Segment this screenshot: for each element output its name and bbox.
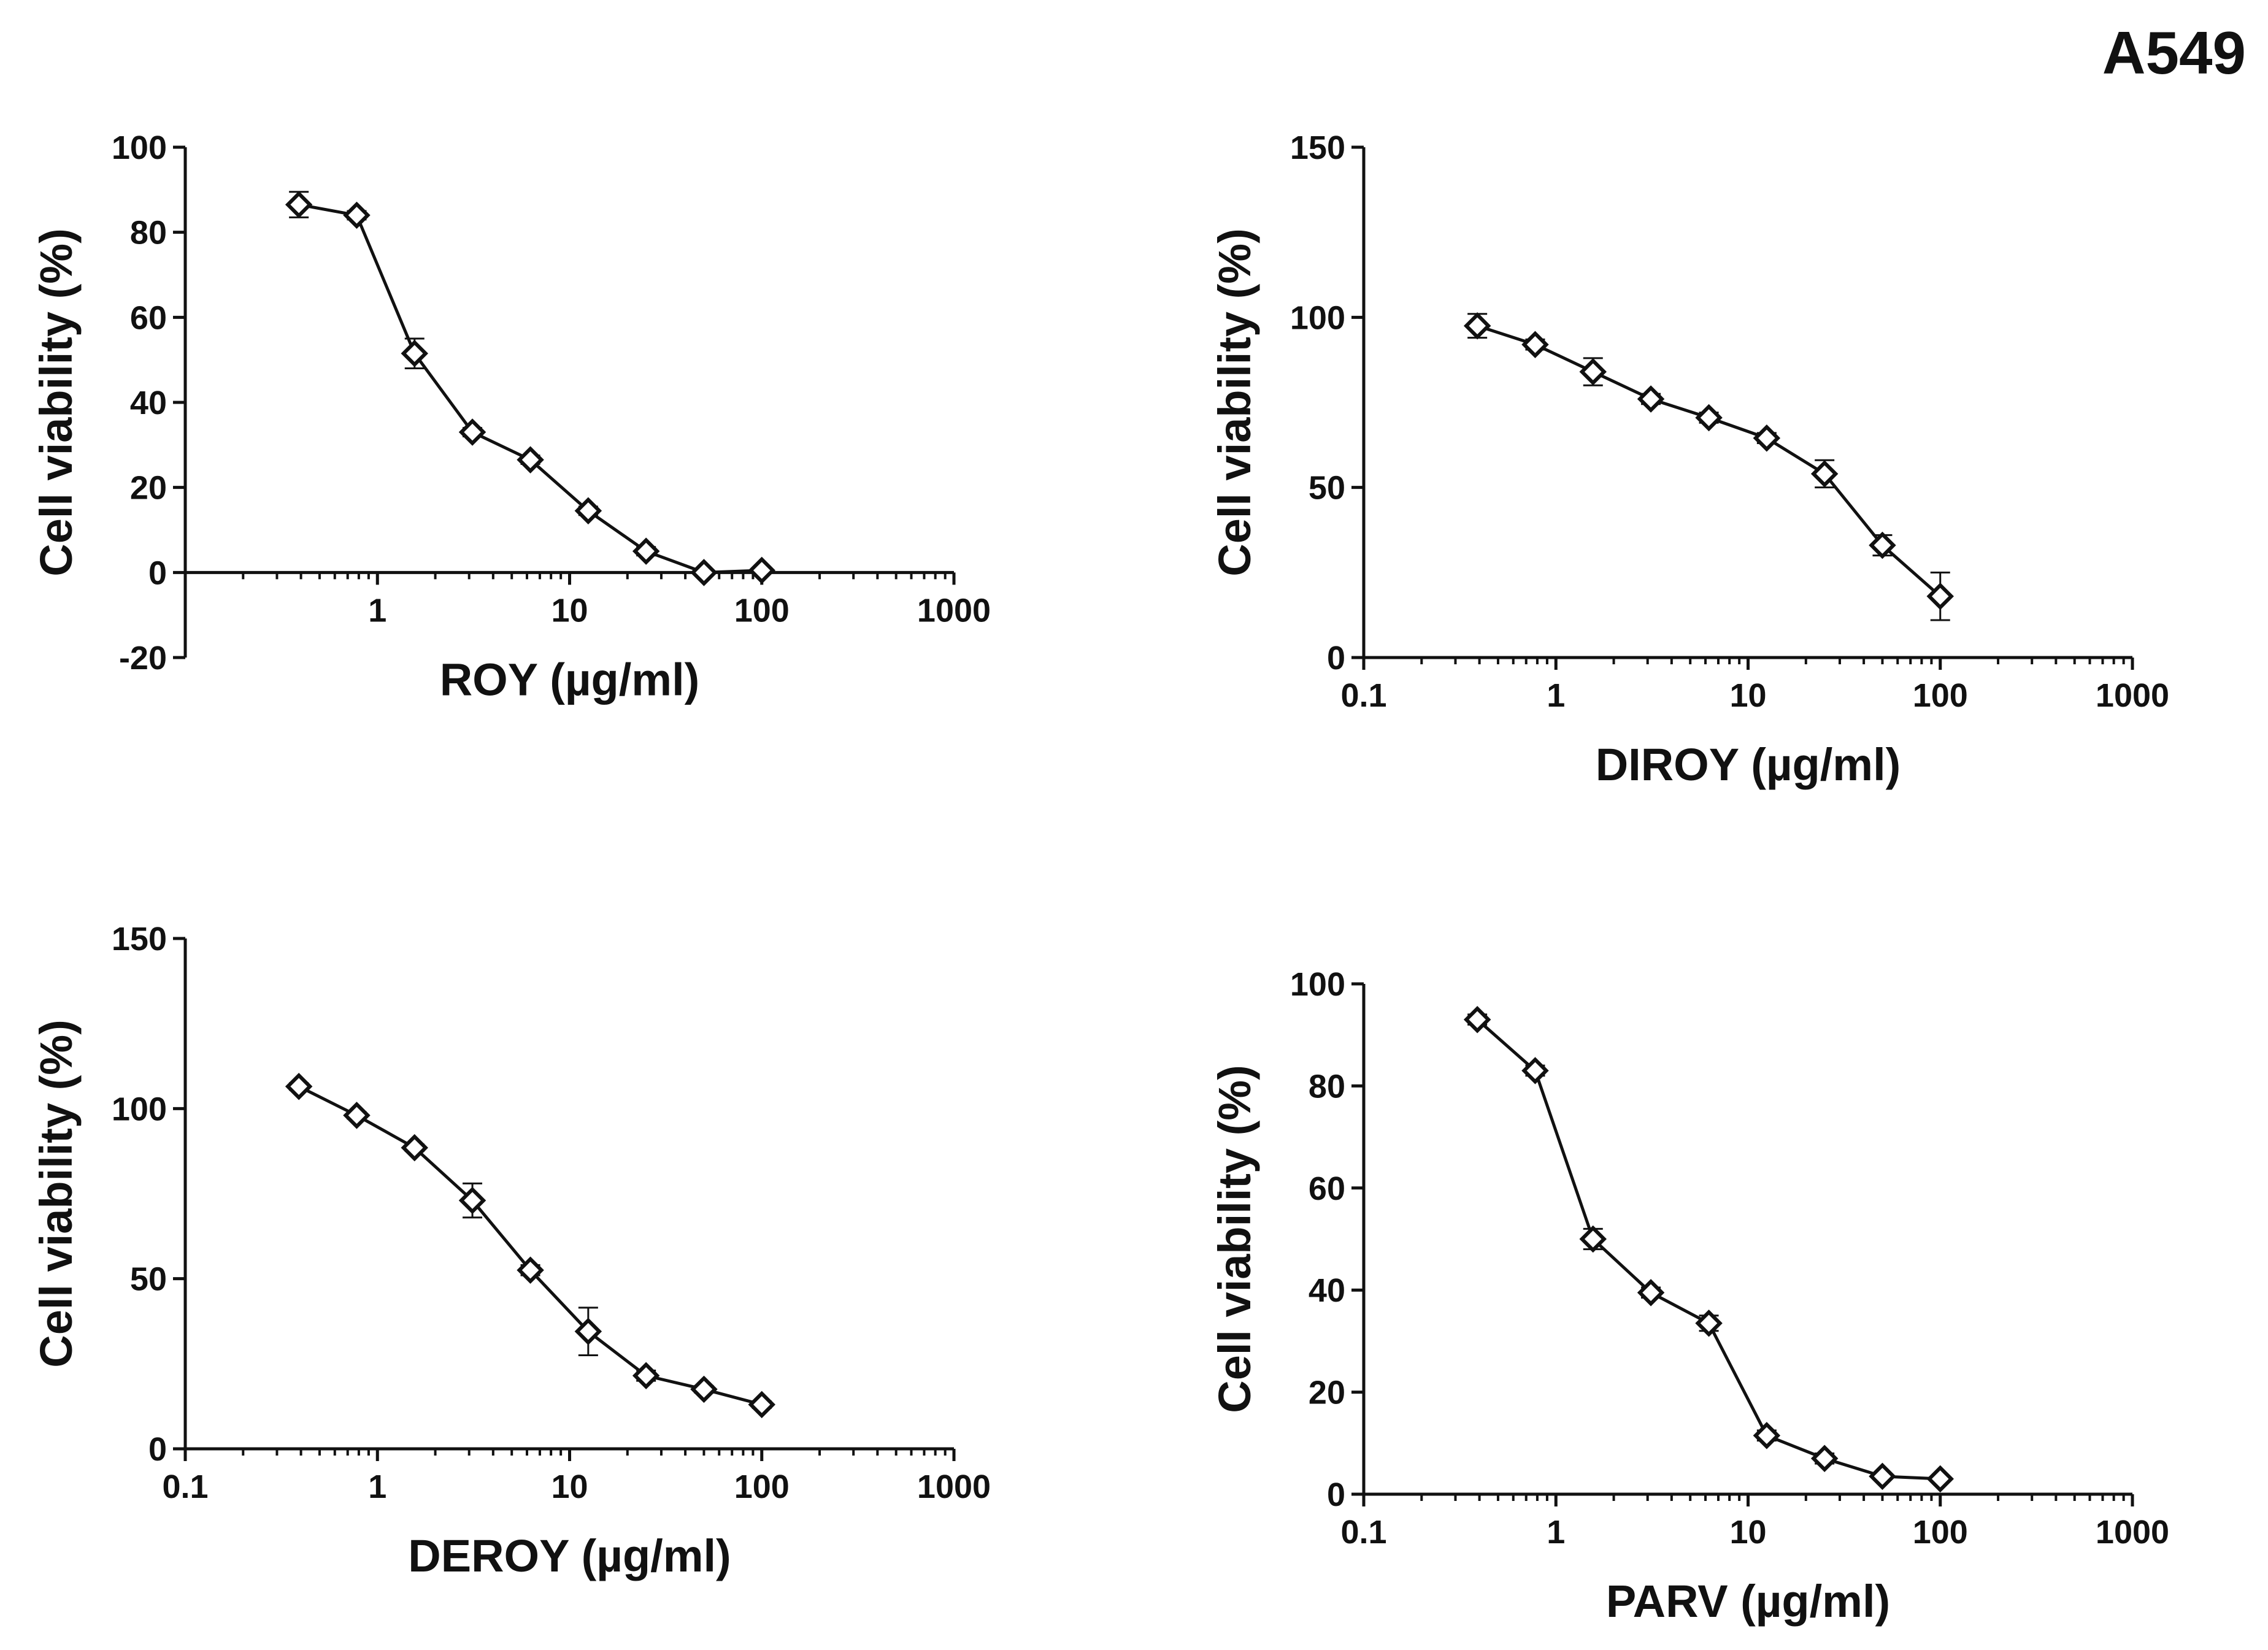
deroy-x-tick-label: 10 <box>551 1468 588 1505</box>
diroy-x-tick-label: 10 <box>1729 677 1766 714</box>
roy-data-point <box>458 418 486 446</box>
parv-y-tick-label: 20 <box>1309 1375 1345 1411</box>
diroy-x-tick-label: 100 <box>1913 677 1968 714</box>
parv-y-tick-label: 0 <box>1327 1476 1345 1513</box>
parv-x-tick-label: 100 <box>1913 1514 1968 1551</box>
parv-data-point <box>1579 1225 1607 1253</box>
deroy-x-tick-label: 1000 <box>917 1468 991 1505</box>
parv-data-point <box>1521 1057 1549 1084</box>
parv-y-tick-label: 100 <box>1290 966 1345 1003</box>
roy-y-tick-label: 80 <box>130 215 167 251</box>
parv-data-point <box>1926 1465 1954 1493</box>
roy-y-tick-label: 40 <box>130 385 167 421</box>
deroy-data-point <box>517 1256 544 1284</box>
parv-data-point <box>1753 1422 1781 1449</box>
deroy-data-point <box>401 1134 428 1162</box>
roy-y-tick-label: 20 <box>130 470 167 507</box>
deroy-y-tick-label: 50 <box>130 1261 167 1298</box>
diroy-x-tick-label: 1 <box>1547 677 1565 714</box>
diroy-x-tick-label: 0.1 <box>1340 677 1386 714</box>
roy-series-line <box>298 203 762 574</box>
deroy-data-point <box>632 1362 660 1389</box>
roy-y-tick-label: 0 <box>148 554 167 591</box>
parv-data-point <box>1463 1005 1491 1034</box>
diroy-y-tick-label: 100 <box>1290 299 1345 336</box>
roy-data-point <box>690 559 718 586</box>
diroy-data-point <box>1869 531 1896 559</box>
deroy-x-tick-label: 100 <box>734 1468 790 1505</box>
parv-y-tick-label: 80 <box>1309 1068 1345 1105</box>
parv-x-tick-label: 0.1 <box>1340 1514 1386 1551</box>
parv-data-point <box>1695 1310 1723 1337</box>
roy-data-point <box>574 497 602 525</box>
deroy-y-tick-label: 150 <box>112 921 167 957</box>
diroy-data-point <box>1637 385 1665 413</box>
roy-chart: -20 0 20 40 60 80 100 1 10 100 1000 ROY (µg/ml) Cell… <box>31 129 991 705</box>
parv-y-tick-label: 60 <box>1309 1170 1345 1207</box>
diroy-series-line <box>1477 324 1942 598</box>
parv-x-axis-title: PARV (µg/ml) <box>1606 1576 1890 1627</box>
roy-data-point <box>632 537 660 565</box>
diroy-y-tick-label: 150 <box>1290 129 1345 166</box>
parv-series-line <box>1476 1018 1940 1481</box>
roy-data-point <box>401 340 428 367</box>
roy-x-tick-label: 100 <box>734 592 790 629</box>
roy-y-tick-label: 100 <box>112 129 167 166</box>
parv-x-tick-label: 10 <box>1729 1514 1766 1551</box>
deroy-data-point <box>458 1186 486 1214</box>
deroy-y-axis-title: Cell viability (%) <box>31 1019 82 1367</box>
deroy-data-point <box>690 1375 718 1403</box>
diroy-y-axis-title: Cell viability (%) <box>1209 228 1260 576</box>
roy-y-tick-label: 60 <box>130 299 167 336</box>
parv-y-tick-label: 40 <box>1309 1272 1345 1309</box>
roy-y-tick-label: -20 <box>119 640 167 677</box>
diroy-data-point <box>1810 460 1839 488</box>
diroy-data-point <box>1521 331 1549 358</box>
roy-x-tick-label: 10 <box>551 592 588 629</box>
diroy-data-point <box>1463 312 1491 340</box>
diroy-y-tick-label: 50 <box>1309 470 1345 507</box>
deroy-y-tick-label: 0 <box>148 1431 167 1468</box>
roy-data-point <box>343 201 371 229</box>
deroy-x-axis-title: DEROY (µg/ml) <box>408 1530 731 1581</box>
diroy-x-axis-title: DIROY (µg/ml) <box>1596 739 1901 790</box>
deroy-y-tick-label: 100 <box>112 1091 167 1127</box>
roy-data-point <box>517 446 544 474</box>
deroy-series-line <box>298 1085 763 1406</box>
deroy-x-tick-label: 0.1 <box>162 1468 208 1505</box>
diroy-chart: 0 50 100 150 0.1 1 10 100 1000 DIROY (µg/ml) Cell … <box>1209 129 2169 790</box>
diroy-y-tick-label: 0 <box>1327 640 1345 677</box>
deroy-x-tick-label: 1 <box>368 1468 386 1505</box>
diroy-data-point <box>1926 582 1954 610</box>
deroy-data-point <box>285 1073 313 1100</box>
parv-x-tick-label: 1 <box>1547 1514 1565 1551</box>
diroy-data-point <box>1753 424 1781 452</box>
diroy-data-point <box>1695 404 1723 432</box>
roy-y-axis-title: Cell viability (%) <box>31 228 82 576</box>
roy-data-point <box>748 556 775 585</box>
deroy-data-point <box>748 1391 775 1419</box>
diroy-data-point <box>1579 358 1607 386</box>
parv-data-point <box>1810 1445 1839 1473</box>
roy-data-point <box>285 191 313 218</box>
parv-data-point <box>1637 1279 1665 1307</box>
parv-x-tick-label: 1000 <box>2096 1514 2169 1551</box>
deroy-data-point <box>343 1102 371 1129</box>
figure-label: A549 <box>2102 19 2246 86</box>
diroy-x-tick-label: 1000 <box>2096 677 2169 714</box>
parv-data-point <box>1869 1462 1896 1491</box>
roy-x-axis-title: ROY (µg/ml) <box>440 654 700 705</box>
deroy-chart: 0 50 100 150 0.1 1 10 100 1000 DEROY (µg/ml) Cell … <box>31 921 991 1581</box>
roy-x-tick-label: 1 <box>368 592 386 629</box>
deroy-data-point <box>574 1318 602 1345</box>
parv-chart: 0 20 40 60 80 100 0.1 1 10 100 1000 PARV (µg/ml) Cel… <box>1209 966 2169 1627</box>
roy-x-tick-label: 1000 <box>917 592 991 629</box>
parv-y-axis-title: Cell viability (%) <box>1209 1065 1260 1413</box>
